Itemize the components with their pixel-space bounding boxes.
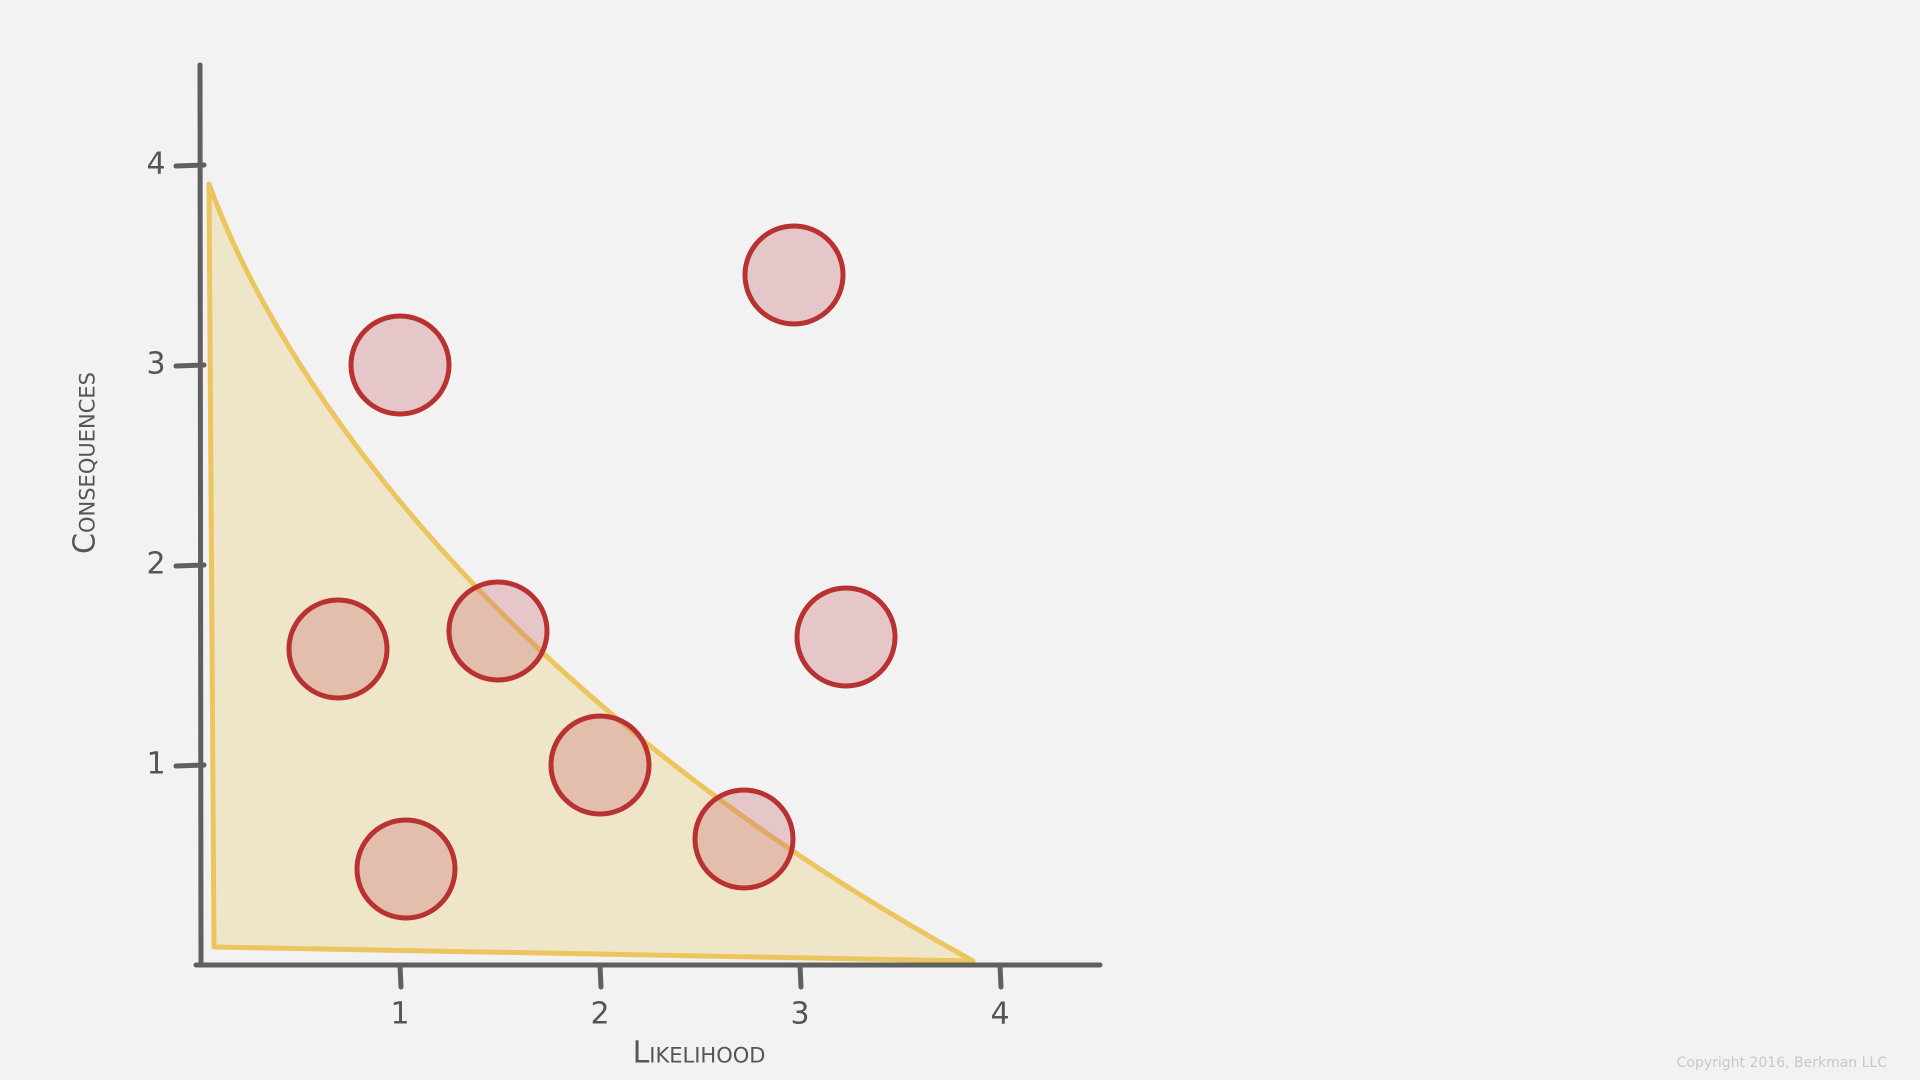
- axes: 1 2 3 4 1 2 3 4: [146, 62, 1103, 1032]
- x-tick-label: 2: [590, 997, 609, 1032]
- x-tick-label: 1: [390, 997, 409, 1032]
- y-tick-label: 1: [146, 747, 165, 782]
- points: [286, 223, 898, 921]
- x-tick: [997, 962, 1004, 990]
- y-tick: [173, 162, 207, 169]
- x-tick: [597, 962, 604, 990]
- x-tick-label: 4: [990, 997, 1009, 1032]
- y-axis: [197, 62, 204, 968]
- x-tick: [797, 962, 804, 990]
- risk-point: [354, 817, 458, 921]
- risk-point: [692, 787, 796, 891]
- y-tick-label: 3: [146, 347, 165, 382]
- y-tick-label: 2: [146, 547, 165, 582]
- y-tick: [173, 762, 207, 769]
- x-tick-label: 3: [790, 997, 809, 1032]
- risk-point: [446, 579, 550, 683]
- risk-point: [348, 313, 452, 417]
- x-tick: [397, 962, 404, 990]
- acceptable-risk-region: [206, 181, 976, 964]
- y-axis-label: Consequences: [68, 372, 103, 554]
- copyright: Copyright 2016, Berkman LLC: [1677, 1055, 1888, 1071]
- y-tick-label: 4: [146, 147, 165, 182]
- y-tick: [173, 562, 207, 569]
- risk-point: [548, 713, 652, 817]
- risk-point: [794, 585, 898, 689]
- x-axis-label: Likelihood: [633, 1036, 766, 1071]
- y-tick: [173, 362, 207, 369]
- risk-point: [742, 223, 846, 327]
- risk-point: [286, 597, 390, 701]
